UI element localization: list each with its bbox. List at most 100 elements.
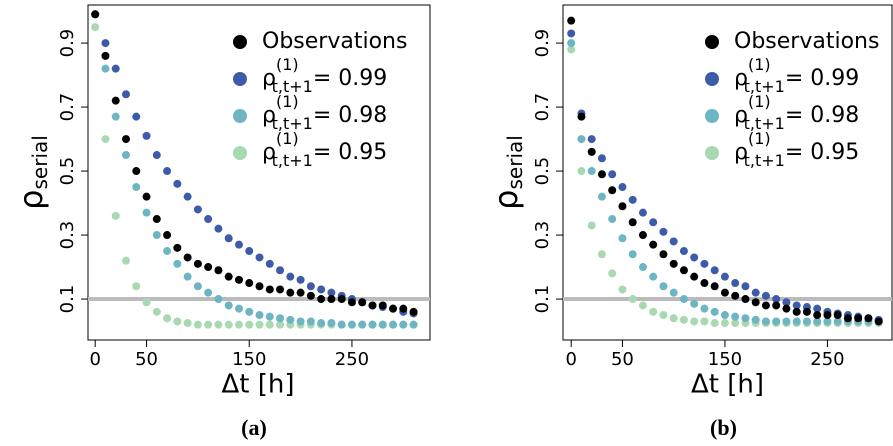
- y-tick-label: 0.7: [532, 93, 553, 122]
- data-point: [710, 307, 719, 316]
- data-point: [101, 64, 110, 73]
- y-tick-label: 0.5: [532, 157, 553, 186]
- data-point: [224, 320, 233, 329]
- data-point: [669, 288, 678, 297]
- data-point: [792, 301, 801, 310]
- data-point: [286, 272, 295, 281]
- data-point: [597, 170, 606, 179]
- y-tick-label: 0.1: [532, 285, 553, 314]
- data-point: [669, 237, 678, 246]
- data-point: [245, 320, 254, 329]
- x-tick-label: 250: [810, 349, 844, 370]
- data-point: [122, 135, 130, 144]
- data-point: [854, 314, 863, 323]
- data-point: [317, 319, 326, 328]
- legend-symbol: ρ: [262, 66, 276, 91]
- data-point: [296, 288, 305, 297]
- data-point: [214, 320, 223, 329]
- data-point: [276, 266, 285, 275]
- data-point: [358, 298, 367, 307]
- data-point: [91, 23, 100, 32]
- data-point: [101, 135, 110, 144]
- data-point: [378, 320, 387, 329]
- data-point: [214, 266, 223, 275]
- legend-marker: [233, 109, 247, 123]
- data-point: [700, 279, 709, 288]
- data-point: [163, 231, 172, 240]
- data-point: [587, 147, 596, 156]
- legend-label: ρ(1) t,t+1= 0.98: [734, 92, 859, 133]
- data-point: [587, 167, 596, 176]
- data-point: [101, 39, 110, 48]
- data-point: [337, 295, 346, 304]
- legend-symbol-sub: t,t+1: [744, 114, 785, 133]
- data-point: [183, 192, 192, 201]
- data-point: [792, 317, 801, 326]
- data-point: [234, 275, 243, 284]
- data-point: [173, 179, 182, 188]
- data-point: [306, 317, 315, 326]
- x-tick-label: 150: [708, 349, 742, 370]
- data-point: [142, 208, 151, 217]
- data-point: [255, 311, 264, 320]
- data-point: [204, 263, 213, 272]
- data-point: [132, 112, 141, 121]
- legend-symbol: ρ: [734, 140, 748, 165]
- data-point: [823, 317, 832, 326]
- data-point: [91, 10, 100, 19]
- data-point: [638, 231, 647, 240]
- data-point: [649, 307, 658, 316]
- data-point: [823, 311, 832, 320]
- data-point: [649, 272, 658, 281]
- legend-label: Observations: [734, 29, 879, 54]
- data-point: [587, 221, 596, 230]
- data-point: [741, 282, 750, 291]
- y-axis-label: ρserial: [487, 135, 527, 210]
- y-tick-label: 0.1: [57, 285, 78, 314]
- data-point: [874, 317, 883, 326]
- data-point: [833, 311, 842, 320]
- data-point: [358, 320, 367, 329]
- panel-caption: (b): [710, 415, 737, 440]
- legend-marker: [705, 109, 719, 123]
- data-point: [700, 259, 709, 268]
- data-point: [741, 314, 750, 323]
- legend-symbol-sub: t,t+1: [272, 114, 313, 133]
- data-point: [761, 301, 770, 310]
- legend-symbol-sup: (1): [748, 129, 771, 148]
- data-point: [761, 317, 770, 326]
- legend-label-text: = 0.98: [785, 103, 859, 128]
- data-point: [843, 314, 852, 323]
- data-point: [173, 243, 182, 252]
- data-point: [224, 234, 233, 243]
- data-point: [265, 259, 274, 268]
- data-point: [245, 279, 254, 288]
- data-point: [628, 195, 637, 204]
- legend-marker: [705, 72, 719, 86]
- legend-symbol-sub: t,t+1: [744, 77, 785, 96]
- legend-marker: [233, 72, 247, 86]
- legend-symbol-sub: t,t+1: [272, 151, 313, 170]
- data-point: [173, 317, 182, 326]
- data-point: [710, 319, 719, 328]
- data-point: [618, 183, 627, 192]
- data-point: [608, 170, 617, 179]
- data-point: [245, 247, 254, 256]
- data-point: [731, 279, 740, 288]
- legend-symbol-sup: (1): [276, 55, 299, 74]
- data-point: [720, 272, 729, 281]
- data-point: [710, 266, 719, 275]
- data-point: [101, 51, 110, 60]
- legend-symbol-sup: (1): [748, 55, 771, 74]
- data-point: [802, 317, 811, 326]
- y-tick-label: 0.9: [57, 29, 78, 58]
- data-point: [690, 253, 699, 262]
- legend-label: Observations: [262, 29, 407, 54]
- y-axis-label-base: ρ: [12, 190, 50, 210]
- data-point: [618, 234, 627, 243]
- legend-label-text: = 0.99: [313, 66, 387, 91]
- data-point: [142, 192, 151, 201]
- data-point: [265, 312, 274, 321]
- data-point: [183, 272, 192, 281]
